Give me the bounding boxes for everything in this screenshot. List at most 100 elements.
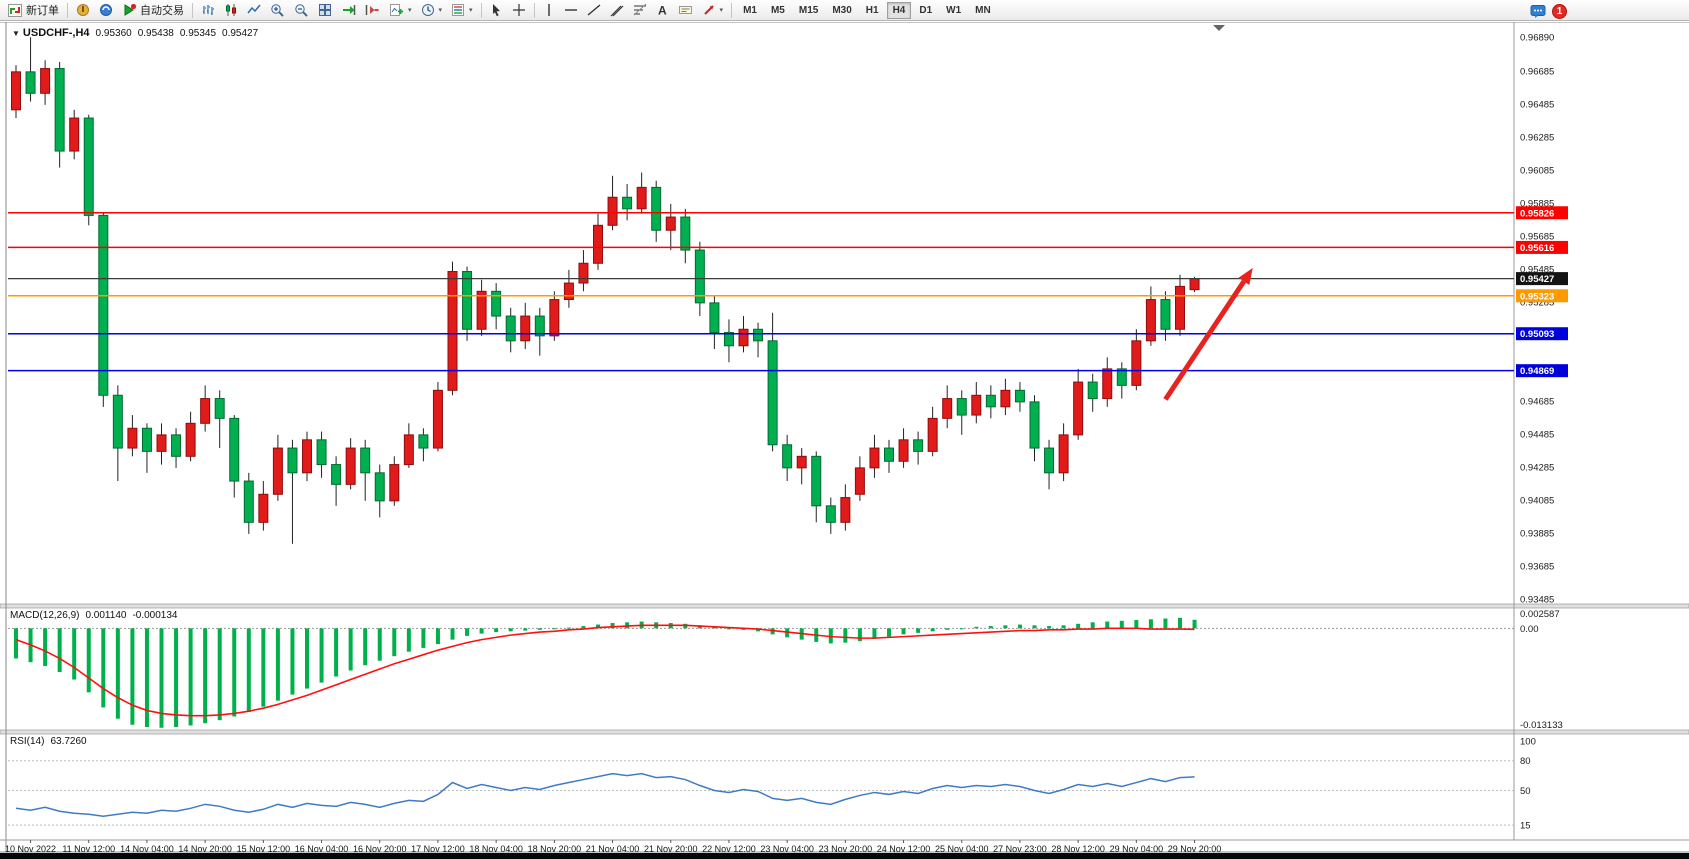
indicators-dropdown-icon xyxy=(390,4,403,16)
candle-body xyxy=(694,249,705,304)
macd-histogram-bar xyxy=(377,628,382,661)
new-order-label: 新订单 xyxy=(26,5,59,17)
chat-button[interactable] xyxy=(1528,2,1548,21)
indicators-dropdown-button[interactable]: ▾ xyxy=(385,1,416,20)
candle-body xyxy=(200,398,211,424)
candle-body xyxy=(825,505,836,523)
macd-histogram-bar xyxy=(130,628,135,725)
candle-body xyxy=(709,302,720,334)
rsi-axis-label: 100 xyxy=(1520,736,1536,747)
price-axis-label: 0.95485 xyxy=(1520,265,1554,276)
candle-body xyxy=(1131,340,1142,386)
current-price-line-tag xyxy=(1516,272,1568,286)
vertical-line-button[interactable] xyxy=(539,1,559,20)
pane-separator[interactable] xyxy=(0,603,1689,609)
equidistant-channel-button[interactable] xyxy=(606,1,628,20)
community-button[interactable] xyxy=(95,1,117,20)
line-chart-icon xyxy=(247,4,261,14)
periods-dropdown-button[interactable]: ▾ xyxy=(417,1,447,20)
candle-body xyxy=(1073,381,1084,436)
macd-main-value: 0.001140 xyxy=(85,610,127,621)
macd-histogram-bar xyxy=(217,628,222,721)
pivot-line-orange-tag xyxy=(1516,289,1568,303)
tools-icon xyxy=(77,4,89,16)
auto-scroll-button[interactable] xyxy=(337,1,360,20)
timeframe-button-w1[interactable]: W1 xyxy=(940,2,967,19)
text-label-button[interactable] xyxy=(674,1,697,20)
candle-body xyxy=(25,71,36,94)
notification-badge[interactable]: 1 xyxy=(1552,4,1567,19)
time-axis-label: 10 Nov 2022 xyxy=(5,844,56,854)
candle-body xyxy=(927,417,938,452)
candle-body xyxy=(476,290,487,330)
timeframe-button-h1[interactable]: H1 xyxy=(860,2,885,19)
macd-axis-label: 0.00 xyxy=(1520,624,1539,635)
candle-body xyxy=(665,216,676,231)
trend-arrow[interactable] xyxy=(1163,279,1246,401)
fibonacci-button[interactable] xyxy=(629,1,651,20)
macd-histogram-bar xyxy=(174,628,179,727)
rsi-axis-label: 15 xyxy=(1520,821,1531,832)
crosshair-button[interactable] xyxy=(508,1,530,20)
time-axis-label: 18 Nov 04:00 xyxy=(469,844,523,854)
macd-histogram-bar xyxy=(508,628,513,632)
timeframe-button-m5[interactable]: M5 xyxy=(765,2,791,19)
chart-canvas[interactable]: 0.96890 0.96685 0.96485 0.96285 0.96085 0.958… xyxy=(0,22,1689,859)
macd-histogram-bar xyxy=(406,628,411,652)
candle-body xyxy=(1175,285,1185,330)
chart-shift-marker[interactable] xyxy=(1213,25,1225,31)
rsi-name: RSI(14) xyxy=(10,736,45,747)
zoom-in-button[interactable] xyxy=(266,1,289,20)
candle-body xyxy=(374,472,385,502)
macd-histogram-bar xyxy=(392,628,397,657)
timeframe-button-d1[interactable]: D1 xyxy=(913,2,938,19)
price-axis-label: 0.93885 xyxy=(1520,529,1554,540)
macd-histogram-bar xyxy=(1134,620,1139,629)
timeframe-button-m30[interactable]: M30 xyxy=(826,2,857,19)
cursor-button[interactable] xyxy=(486,1,507,20)
one-click-trading-toggle[interactable]: ▼ xyxy=(12,29,20,38)
macd-histogram-bar xyxy=(246,628,251,712)
horizontal-line-button[interactable] xyxy=(560,1,582,20)
pane-separator[interactable] xyxy=(0,729,1689,735)
templates-dropdown-button[interactable]: ▾ xyxy=(447,1,477,20)
candle-body xyxy=(462,271,473,330)
timeframe-button-h4[interactable]: H4 xyxy=(886,1,912,19)
autotrading-button[interactable]: 自动交易 xyxy=(118,1,188,20)
time-axis-label: 22 Nov 12:00 xyxy=(702,844,756,854)
zoom-out-button[interactable] xyxy=(290,1,313,20)
macd-histogram-bar xyxy=(290,628,295,695)
macd-histogram-bar xyxy=(1105,621,1110,629)
text-button[interactable]: A xyxy=(652,1,673,20)
candle-body xyxy=(127,427,138,449)
chart-shift-button[interactable] xyxy=(361,1,384,20)
timeframe-button-m1[interactable]: M1 xyxy=(737,2,763,19)
chart-title: ▼ USDCHF-,H4 0.95360 0.95438 0.95345 0.95427 xyxy=(12,27,258,39)
time-axis-label: 29 Nov 04:00 xyxy=(1110,844,1164,854)
cursor-icon xyxy=(492,4,500,17)
trendline-button[interactable] xyxy=(583,1,605,20)
svg-text:A: A xyxy=(658,4,667,18)
tile-windows-button[interactable] xyxy=(314,1,336,20)
line-chart-button[interactable] xyxy=(243,1,265,20)
timeframe-button-mn[interactable]: MN xyxy=(969,2,997,19)
chart-low-value: 0.95345 xyxy=(179,28,217,39)
price-axis-label: 0.94285 xyxy=(1520,463,1554,474)
pivot-line-orange-tag-label: 0.95323 xyxy=(1520,291,1554,302)
candle-body xyxy=(636,186,647,210)
dropdown-caret: ▾ xyxy=(469,7,473,14)
price-axis-label: 0.94485 xyxy=(1520,430,1554,441)
arrows-dropdown-button[interactable]: ▾ xyxy=(698,1,728,20)
candle-body xyxy=(738,328,749,347)
new-order-button[interactable]: 新订单 xyxy=(3,1,63,20)
tools-button[interactable] xyxy=(72,1,94,20)
candle-body xyxy=(403,434,414,466)
trend-arrow-head[interactable] xyxy=(1238,268,1253,285)
bar-chart-button[interactable] xyxy=(197,1,219,20)
timeframe-button-m15[interactable]: M15 xyxy=(793,2,824,19)
candlestick-chart-button[interactable] xyxy=(220,1,242,20)
macd-histogram-bar xyxy=(959,628,964,630)
candle-body xyxy=(549,299,560,337)
candle-body xyxy=(520,315,531,342)
macd-histogram-bar xyxy=(465,628,470,636)
